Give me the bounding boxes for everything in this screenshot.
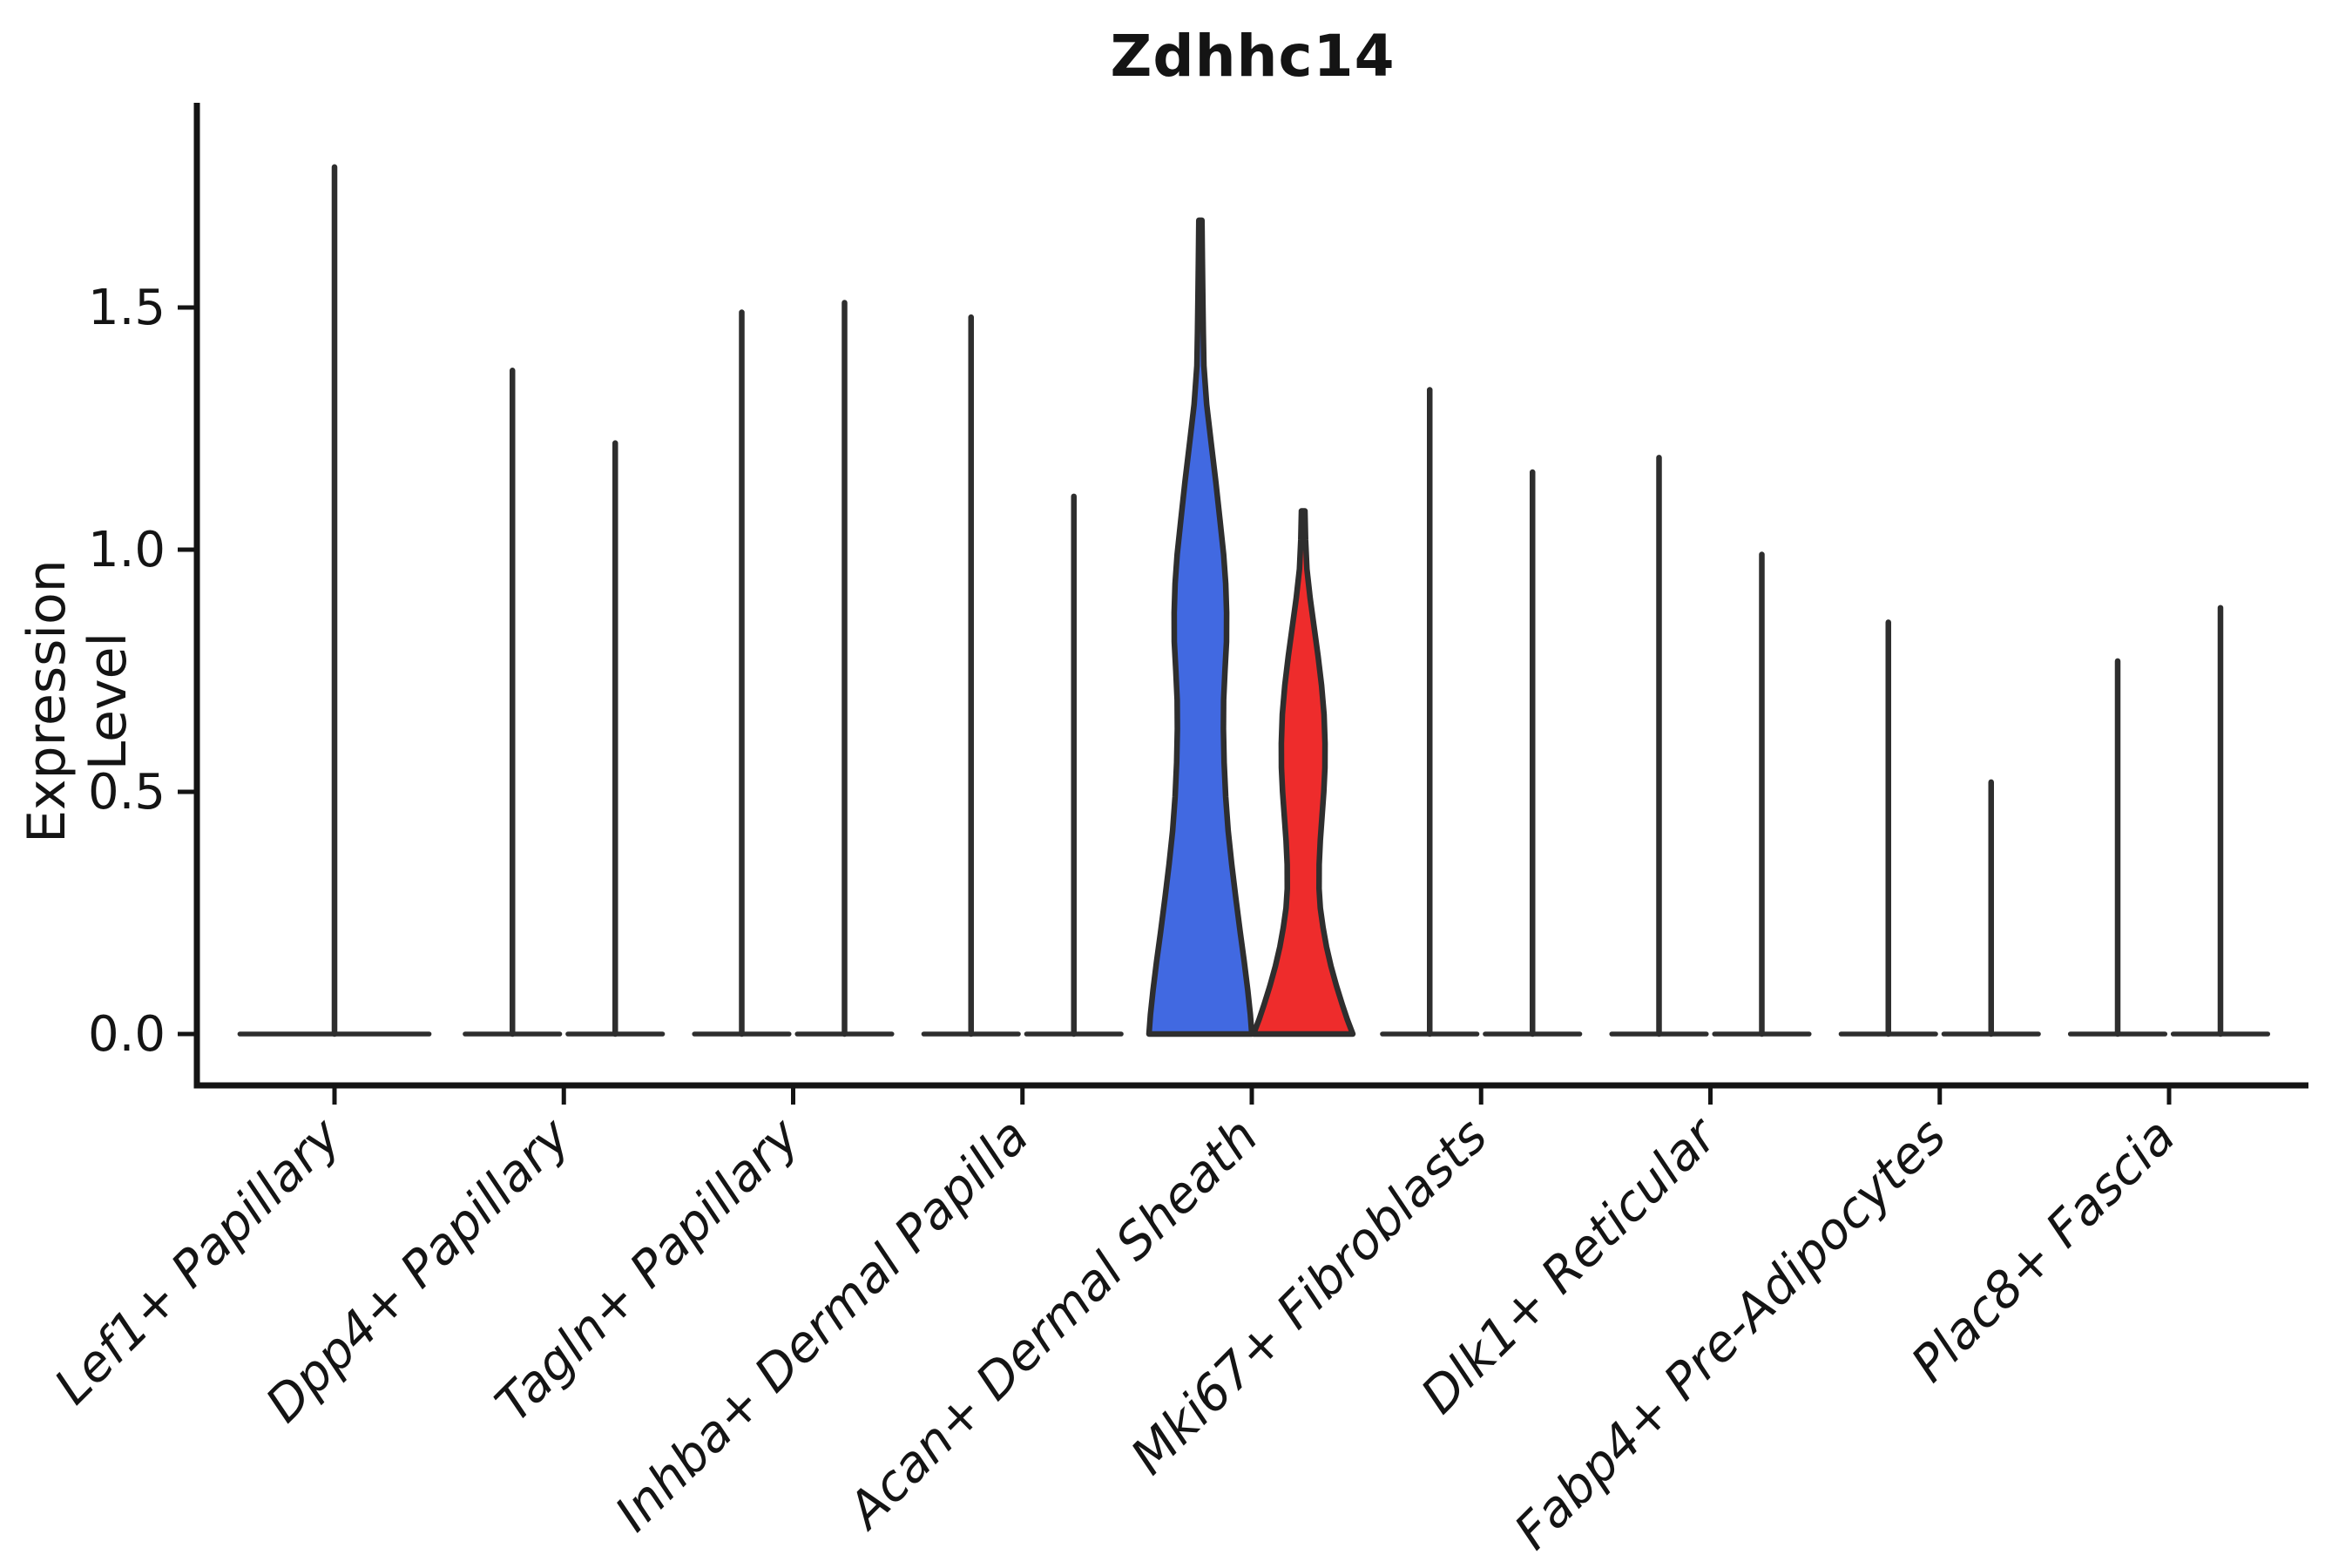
y-tick-label: 0.5: [88, 764, 166, 821]
chart-title: Zdhhc14: [1110, 23, 1396, 90]
y-tick-label: 0.0: [88, 1006, 166, 1063]
x-tick-label-fabp4-pre-adipocytes: Fabp4+ Pre-Adipocytes: [1504, 1107, 1957, 1560]
y-axis-label: Expression Level: [17, 559, 139, 843]
x-tick-label-acan-dermal-sheath: Acan+ Dermal Sheath: [835, 1107, 1268, 1541]
y-tick-label: 1.0: [88, 522, 166, 578]
violin-acan-dermal-sheath-1: [1146, 217, 1255, 1037]
x-tick-label-inhba-dermal-papilla: Inhba+ Dermal Papilla: [605, 1107, 1040, 1543]
violin-acan-dermal-sheath-2: [1250, 508, 1356, 1037]
y-tick-label: 1.5: [88, 280, 166, 336]
